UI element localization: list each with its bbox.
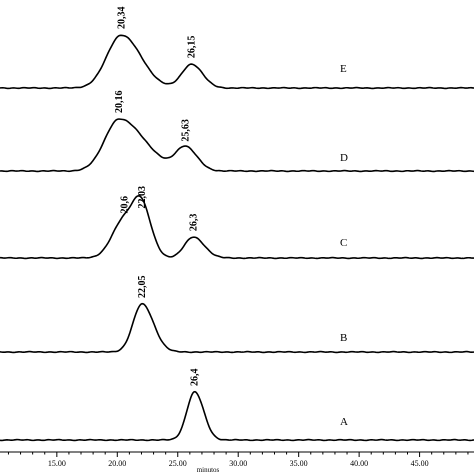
trace-c — [0, 195, 474, 260]
trace-letter-c: C — [340, 237, 347, 249]
x-axis: 15.00 20.00 25.00 30.00 35.00 40.00 45.00 minut… — [0, 451, 474, 474]
traces-group: 20,34 26,15 E 20,16 25,63 D 20,6 22,03 26,3 C 22,0… — [0, 7, 474, 442]
trace-a — [0, 390, 474, 442]
trace-d — [0, 118, 474, 173]
x-tick-label: 20.00 — [108, 459, 126, 468]
peak-label-a-1: 26,4 — [190, 369, 201, 387]
peak-label-d-1: 20,16 — [114, 91, 125, 114]
peak-label-b-1: 22,05 — [137, 276, 148, 299]
x-axis-label: minutos — [197, 466, 220, 474]
peak-label-e-1: 20,34 — [116, 7, 127, 30]
x-tick-label: 35.00 — [290, 459, 308, 468]
trace-letter-b: B — [340, 332, 347, 344]
trace-letter-e: E — [340, 63, 347, 75]
peak-label-c-1: 20,6 — [120, 196, 131, 214]
peak-label-c-2: 22,03 — [137, 186, 148, 209]
x-tick-label: 40.00 — [350, 459, 368, 468]
peak-label-d-2: 25,63 — [180, 119, 191, 142]
trace-e — [0, 34, 474, 90]
x-tick-label: 25.00 — [169, 459, 187, 468]
x-tick-label: 30.00 — [229, 459, 247, 468]
x-tick-label: 45.00 — [411, 459, 429, 468]
peak-label-e-2: 26,15 — [187, 36, 198, 59]
trace-b — [0, 302, 474, 354]
trace-letter-a: A — [340, 416, 348, 428]
peak-label-c-3: 26,3 — [188, 214, 199, 232]
trace-letter-d: D — [340, 152, 348, 164]
x-tick-label: 15.00 — [48, 459, 66, 468]
